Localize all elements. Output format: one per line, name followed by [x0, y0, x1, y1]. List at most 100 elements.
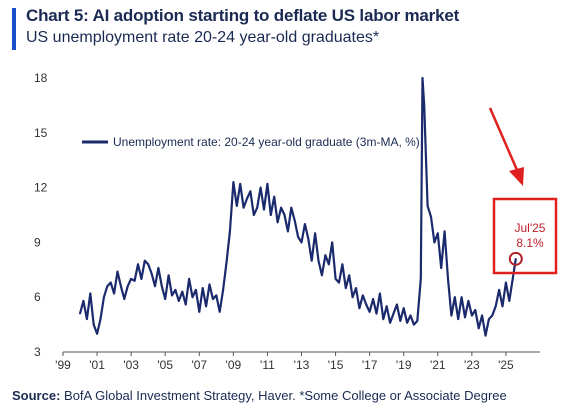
data-point: [470, 314, 473, 317]
x-tick-label: '03: [123, 358, 139, 372]
data-point: [164, 298, 167, 300]
data-point: [406, 321, 409, 324]
data-point: [157, 267, 160, 269]
data-point: [160, 285, 163, 288]
data-point: [205, 305, 208, 308]
data-point: [355, 287, 357, 289]
data-point: [218, 310, 221, 313]
data-point: [286, 230, 289, 233]
series-layer: [78, 76, 517, 337]
data-point: [269, 214, 272, 216]
data-point: [143, 259, 146, 262]
data-point: [348, 274, 351, 277]
data-point: [120, 285, 122, 288]
data-point: [351, 296, 354, 299]
data-point: [331, 241, 334, 244]
data-point: [321, 274, 323, 277]
data-point: [109, 281, 112, 284]
data-point: [130, 278, 133, 280]
data-point: [413, 323, 415, 326]
data-point: [409, 314, 412, 317]
data-point: [327, 263, 330, 266]
data-point: [487, 318, 490, 321]
x-tick-label: '09: [226, 358, 242, 372]
data-point: [474, 309, 477, 311]
data-point: [416, 320, 419, 322]
y-tick-label: 15: [34, 126, 48, 140]
data-point: [392, 312, 395, 315]
data-point: [123, 298, 126, 300]
x-tick-label: '13: [294, 358, 310, 372]
data-point: [215, 294, 218, 297]
data-point: [79, 312, 81, 315]
annotation-box: [492, 197, 558, 275]
series-line: [78, 76, 517, 337]
data-point: [137, 263, 139, 266]
annotation-arrow-shaft: [488, 107, 519, 171]
data-point: [249, 190, 252, 193]
data-point: [501, 305, 504, 308]
data-point: [324, 254, 327, 257]
data-point: [126, 285, 129, 288]
data-point: [191, 296, 194, 299]
data-point: [344, 287, 347, 289]
data-point: [436, 232, 439, 235]
y-tick-label: 9: [34, 235, 41, 249]
data-point: [229, 230, 231, 233]
data-point: [171, 294, 173, 297]
data-point: [99, 318, 102, 321]
data-point: [293, 219, 296, 222]
legend: Unemployment rate: 20-24 year-old gradua…: [82, 135, 420, 149]
data-point: [280, 206, 282, 209]
data-point: [266, 183, 269, 185]
annotation-arrow-head: [509, 167, 524, 186]
y-tick-label: 3: [34, 345, 41, 359]
y-tick-label: 18: [34, 71, 48, 85]
data-point: [477, 327, 480, 330]
x-tick-label: '15: [328, 358, 344, 372]
data-point: [167, 274, 170, 277]
source-text: BofA Global Investment Strategy, Haver. …: [60, 388, 507, 403]
data-point: [283, 214, 286, 216]
data-point: [242, 206, 245, 209]
annotation-date-label: Jul'25: [515, 221, 546, 235]
data-point: [368, 310, 371, 313]
data-point: [263, 208, 265, 211]
data-point: [426, 204, 429, 207]
annotation-value-label: 8.1%: [516, 236, 544, 250]
data-point: [511, 278, 514, 280]
x-tick-label: '07: [191, 358, 207, 372]
data-point: [297, 236, 299, 238]
data-point: [116, 270, 119, 273]
x-tick-label: '01: [89, 358, 105, 372]
data-point: [498, 288, 501, 291]
data-point: [361, 294, 364, 297]
data-point: [457, 318, 460, 321]
data-point: [239, 183, 242, 185]
data-point: [433, 241, 436, 244]
data-point: [290, 206, 293, 209]
data-point: [494, 305, 497, 308]
annotation-marker: [508, 251, 523, 266]
data-point: [375, 312, 378, 315]
data-point: [389, 321, 391, 324]
data-point: [96, 332, 98, 335]
data-point: [188, 278, 190, 280]
data-point: [334, 278, 337, 280]
data-point: [385, 305, 388, 308]
data-point: [402, 307, 405, 310]
x-tick-label: '05: [157, 358, 173, 372]
data-point: [310, 259, 313, 262]
data-point: [225, 261, 228, 264]
data-point: [106, 285, 109, 288]
data-point: [481, 314, 483, 317]
data-point: [201, 287, 204, 289]
data-point: [140, 278, 143, 280]
data-point: [85, 318, 88, 321]
data-point: [358, 307, 361, 310]
x-tick-label: '19: [396, 358, 412, 372]
data-point: [505, 281, 507, 284]
data-point: [89, 292, 92, 295]
data-point: [341, 263, 344, 266]
data-point: [154, 285, 156, 288]
